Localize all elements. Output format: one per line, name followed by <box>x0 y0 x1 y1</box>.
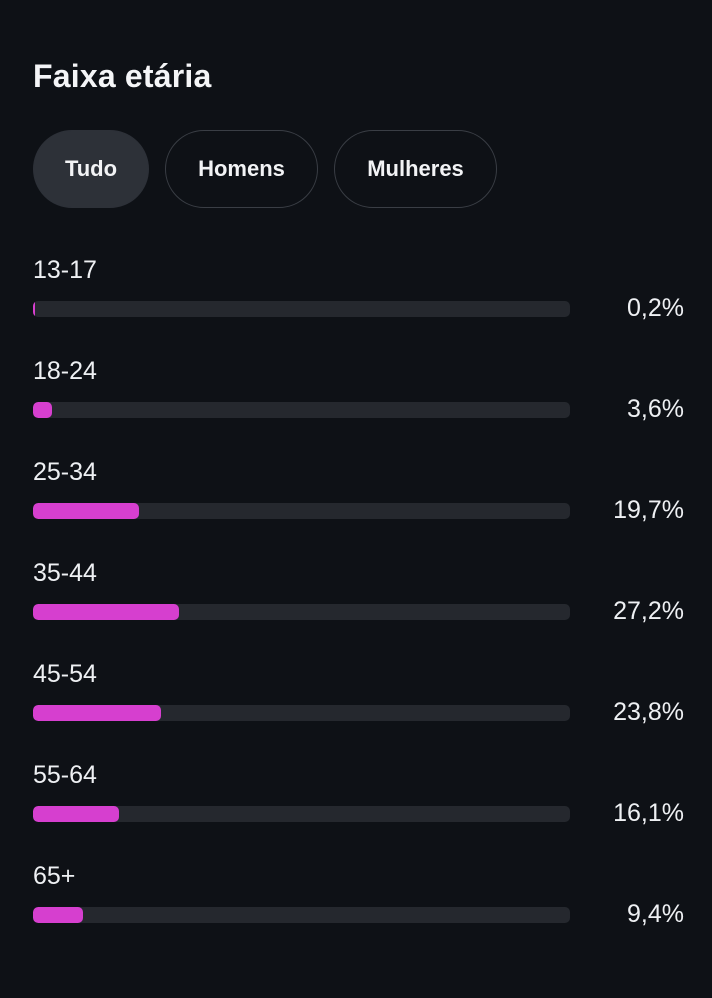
age-row-45-54: 45-54 23,8% <box>0 659 712 749</box>
age-bar-track <box>33 705 570 721</box>
age-bar-fill <box>33 806 119 822</box>
age-bar-fill <box>33 503 139 519</box>
filter-women-button[interactable]: Mulheres <box>334 130 497 208</box>
age-range-label: 13-17 <box>33 256 97 284</box>
age-bar-track <box>33 806 570 822</box>
age-percent-value: 9,4% <box>627 900 684 928</box>
age-percent-value: 16,1% <box>613 799 684 827</box>
age-range-label: 65+ <box>33 862 76 890</box>
age-percent-value: 3,6% <box>627 395 684 423</box>
age-range-label: 45-54 <box>33 660 97 688</box>
section-title: Faixa etária <box>33 58 212 94</box>
age-bar-track <box>33 907 570 923</box>
age-range-label: 55-64 <box>33 761 97 789</box>
age-row-55-64: 55-64 16,1% <box>0 760 712 850</box>
age-bar-fill <box>33 907 83 923</box>
age-percent-value: 0,2% <box>627 294 684 322</box>
age-bar-track <box>33 402 570 418</box>
age-bar-track <box>33 604 570 620</box>
age-bar-fill <box>33 705 161 721</box>
age-range-label: 35-44 <box>33 559 97 587</box>
age-percent-value: 23,8% <box>613 698 684 726</box>
age-percent-value: 19,7% <box>613 496 684 524</box>
age-bar-fill <box>33 301 35 317</box>
age-row-35-44: 35-44 27,2% <box>0 558 712 648</box>
age-row-25-34: 25-34 19,7% <box>0 457 712 547</box>
filter-men-button[interactable]: Homens <box>165 130 318 208</box>
age-bar-track <box>33 503 570 519</box>
age-bar-fill <box>33 604 179 620</box>
filter-all-button[interactable]: Tudo <box>33 130 149 208</box>
age-percent-value: 27,2% <box>613 597 684 625</box>
age-bar-track <box>33 301 570 317</box>
age-range-label: 18-24 <box>33 357 97 385</box>
age-bar-fill <box>33 402 52 418</box>
age-row-65-plus: 65+ 9,4% <box>0 861 712 951</box>
age-row-18-24: 18-24 3,6% <box>0 356 712 446</box>
age-range-label: 25-34 <box>33 458 97 486</box>
age-row-13-17: 13-17 0,2% <box>0 255 712 345</box>
